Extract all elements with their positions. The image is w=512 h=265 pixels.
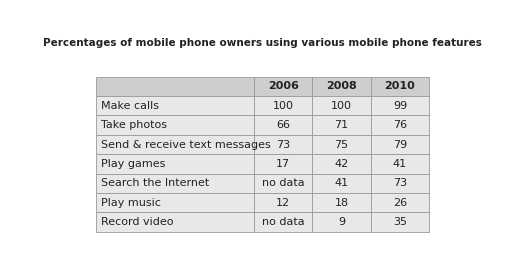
Bar	[96, 77, 254, 96]
Text: 18: 18	[334, 198, 349, 208]
Text: Record video: Record video	[100, 217, 173, 227]
Text: Play games: Play games	[100, 159, 165, 169]
Bar	[96, 174, 254, 193]
Bar	[371, 212, 429, 232]
Bar	[254, 77, 312, 96]
Text: 17: 17	[276, 159, 290, 169]
Text: 2010: 2010	[385, 81, 415, 91]
Text: 71: 71	[334, 120, 349, 130]
Bar	[371, 116, 429, 135]
Text: Send & receive text messages: Send & receive text messages	[100, 140, 270, 149]
Text: 100: 100	[331, 101, 352, 111]
Text: 100: 100	[273, 101, 294, 111]
Bar	[312, 154, 371, 174]
Text: 42: 42	[334, 159, 349, 169]
Text: no data: no data	[262, 178, 305, 188]
Bar	[96, 116, 254, 135]
Text: 73: 73	[393, 178, 407, 188]
Text: 35: 35	[393, 217, 407, 227]
Text: 26: 26	[393, 198, 407, 208]
Bar	[254, 193, 312, 212]
Bar	[254, 212, 312, 232]
Bar	[371, 154, 429, 174]
Bar	[312, 135, 371, 154]
Text: no data: no data	[262, 217, 305, 227]
Bar	[371, 135, 429, 154]
Bar	[254, 154, 312, 174]
Text: 12: 12	[276, 198, 290, 208]
Bar	[312, 77, 371, 96]
Bar	[96, 212, 254, 232]
Bar	[254, 96, 312, 116]
Bar	[312, 193, 371, 212]
Text: Make calls: Make calls	[100, 101, 159, 111]
Text: 73: 73	[276, 140, 290, 149]
Bar	[312, 96, 371, 116]
Bar	[96, 154, 254, 174]
Text: Percentages of mobile phone owners using various mobile phone features: Percentages of mobile phone owners using…	[43, 38, 482, 48]
Text: Search the Internet: Search the Internet	[100, 178, 209, 188]
Text: 41: 41	[334, 178, 349, 188]
Bar	[254, 116, 312, 135]
Text: 99: 99	[393, 101, 407, 111]
Bar	[254, 174, 312, 193]
Bar	[96, 135, 254, 154]
Text: Take photos: Take photos	[100, 120, 166, 130]
Bar	[371, 174, 429, 193]
Text: 41: 41	[393, 159, 407, 169]
Bar	[371, 96, 429, 116]
Text: 76: 76	[393, 120, 407, 130]
Bar	[312, 174, 371, 193]
Text: Play music: Play music	[100, 198, 160, 208]
Text: 79: 79	[393, 140, 407, 149]
Text: 2006: 2006	[268, 81, 298, 91]
Bar	[254, 135, 312, 154]
Bar	[371, 193, 429, 212]
Bar	[371, 77, 429, 96]
Bar	[312, 212, 371, 232]
Bar	[96, 193, 254, 212]
Bar	[312, 116, 371, 135]
Text: 66: 66	[276, 120, 290, 130]
Text: 75: 75	[334, 140, 349, 149]
Text: 9: 9	[338, 217, 345, 227]
Bar	[96, 96, 254, 116]
Text: 2008: 2008	[326, 81, 357, 91]
